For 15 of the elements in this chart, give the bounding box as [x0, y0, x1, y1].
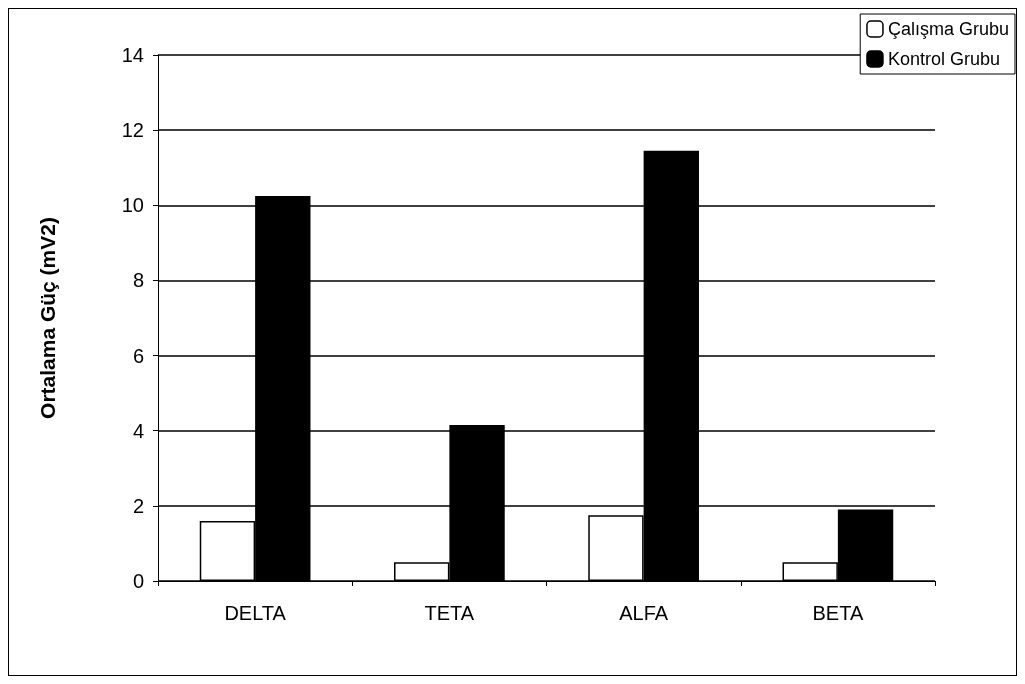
- x-tick-label: BETA: [812, 602, 864, 624]
- y-tick-label: 10: [121, 194, 144, 217]
- y-tick-label: 14: [121, 44, 144, 66]
- y-tick-label: 4: [132, 419, 144, 442]
- y-tick-label: 12: [121, 119, 144, 142]
- y-axis-title: Ortalama Güç (mV2): [36, 217, 59, 419]
- y-tick-label: 6: [132, 344, 144, 367]
- legend-label: Kontrol Grubu: [887, 49, 1001, 69]
- x-tick-label: ALFA: [619, 602, 669, 624]
- legend-label: Çalışma Grubu: [887, 19, 1009, 39]
- y-tick-label: 0: [132, 570, 144, 592]
- y-tick-label: 2: [132, 494, 144, 517]
- x-tick-label: DELTA: [224, 602, 287, 624]
- x-tick-label: TETA: [424, 602, 475, 624]
- y-tick-label: 8: [132, 269, 144, 292]
